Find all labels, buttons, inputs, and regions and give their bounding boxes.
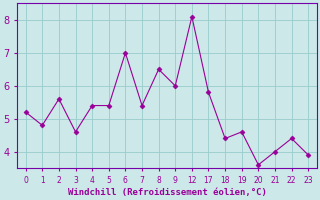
X-axis label: Windchill (Refroidissement éolien,°C): Windchill (Refroidissement éolien,°C): [68, 188, 266, 197]
